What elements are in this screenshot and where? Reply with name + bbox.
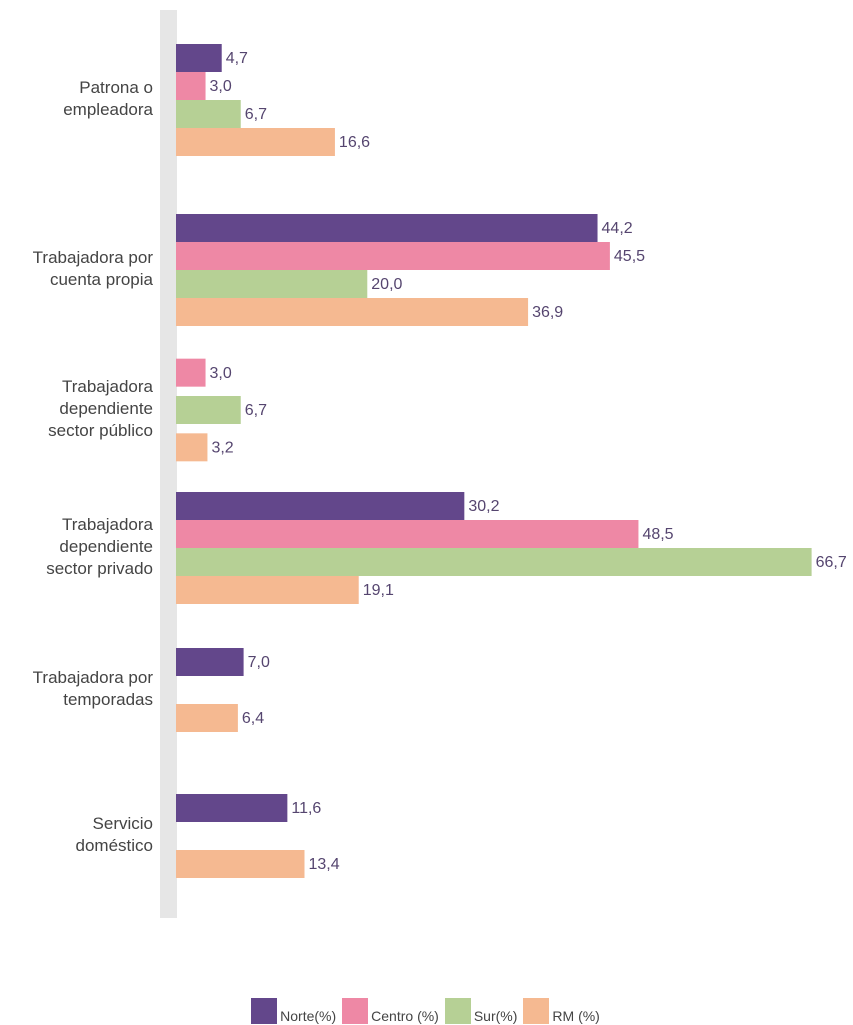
category-label: Patrona o empleadora: [63, 78, 153, 119]
category-line: Servicio: [93, 814, 153, 833]
legend: Norte(%) Centro (%) Sur(%) RM (%): [0, 998, 853, 1024]
category-line: Trabajadora por: [33, 248, 154, 267]
legend-item: Sur(%): [444, 998, 518, 1024]
value-label: 4,7: [226, 50, 248, 67]
axis-band: [160, 10, 177, 918]
value-label: 3,2: [211, 440, 233, 457]
category-line: cuenta propia: [50, 270, 154, 289]
value-label: 3,0: [210, 78, 232, 95]
value-label: 36,9: [532, 304, 563, 321]
category-line: Trabajadora: [62, 515, 154, 534]
legend-swatch: [444, 998, 471, 1024]
bar: [176, 648, 244, 676]
value-label: 7,0: [248, 654, 270, 671]
legend-label: Norte(%): [280, 1008, 337, 1024]
category-line: sector privado: [46, 559, 153, 578]
legend-swatch: [523, 998, 550, 1024]
category-line: doméstico: [76, 836, 153, 855]
value-label: 19,1: [363, 582, 394, 599]
legend-item: Centro (%): [342, 998, 439, 1024]
value-label: 13,4: [308, 856, 339, 873]
category-line: dependiente: [59, 399, 153, 418]
category-line: dependiente: [59, 537, 153, 556]
value-label: 3,0: [210, 365, 232, 382]
bar: [176, 72, 206, 100]
category-label: Trabajadora por cuenta propia: [33, 248, 154, 289]
bar: [176, 396, 241, 424]
legend-label: Centro (%): [371, 1008, 439, 1024]
legend-label: RM (%): [552, 1008, 600, 1024]
category-line: Trabajadora por: [33, 668, 154, 687]
category-line: Patrona o: [79, 78, 153, 97]
category-line: sector público: [48, 421, 153, 440]
bar: [176, 44, 222, 72]
bar: [176, 270, 368, 298]
legend-item: Norte(%): [251, 998, 336, 1024]
bar: [176, 576, 359, 604]
category-line: Trabajadora: [62, 377, 154, 396]
bar: [176, 548, 812, 576]
bar: [176, 520, 639, 548]
value-label: 6,7: [245, 402, 267, 419]
legend-label: Sur(%): [473, 1008, 518, 1024]
legend-swatch: [342, 998, 369, 1024]
chart: Patrona o empleadora 4,7 3,0 6,7 16,6 Trabajad…: [33, 10, 847, 918]
legend-swatch: [251, 998, 278, 1024]
bar: [176, 704, 238, 732]
bar: [176, 242, 610, 270]
value-label: 45,5: [614, 248, 645, 265]
value-label: 20,0: [371, 276, 402, 293]
bar: [176, 794, 288, 822]
value-label: 16,6: [339, 134, 370, 151]
bar: [176, 128, 335, 156]
bar: [176, 850, 305, 878]
bar: [176, 298, 529, 326]
category-label: Trabajadora dependiente sector privado: [46, 515, 153, 578]
bar: [176, 214, 598, 242]
value-label: 66,7: [816, 554, 847, 571]
bar: [176, 100, 241, 128]
bar: [176, 433, 208, 462]
value-label: 44,2: [602, 220, 633, 237]
value-label: 6,7: [245, 106, 267, 123]
legend-item: RM (%): [523, 998, 600, 1024]
bar: [176, 492, 465, 520]
category-line: temporadas: [63, 690, 153, 709]
value-label: 6,4: [242, 710, 264, 727]
value-label: 11,6: [291, 800, 321, 817]
bar: [176, 358, 206, 387]
category-label: Servicio doméstico: [76, 814, 153, 855]
value-label: 30,2: [468, 498, 499, 515]
value-label: 48,5: [642, 526, 673, 543]
category-label: Trabajadora dependiente sector público: [48, 377, 153, 440]
category-line: empleadora: [63, 100, 153, 119]
category-label: Trabajadora por temporadas: [33, 668, 154, 709]
